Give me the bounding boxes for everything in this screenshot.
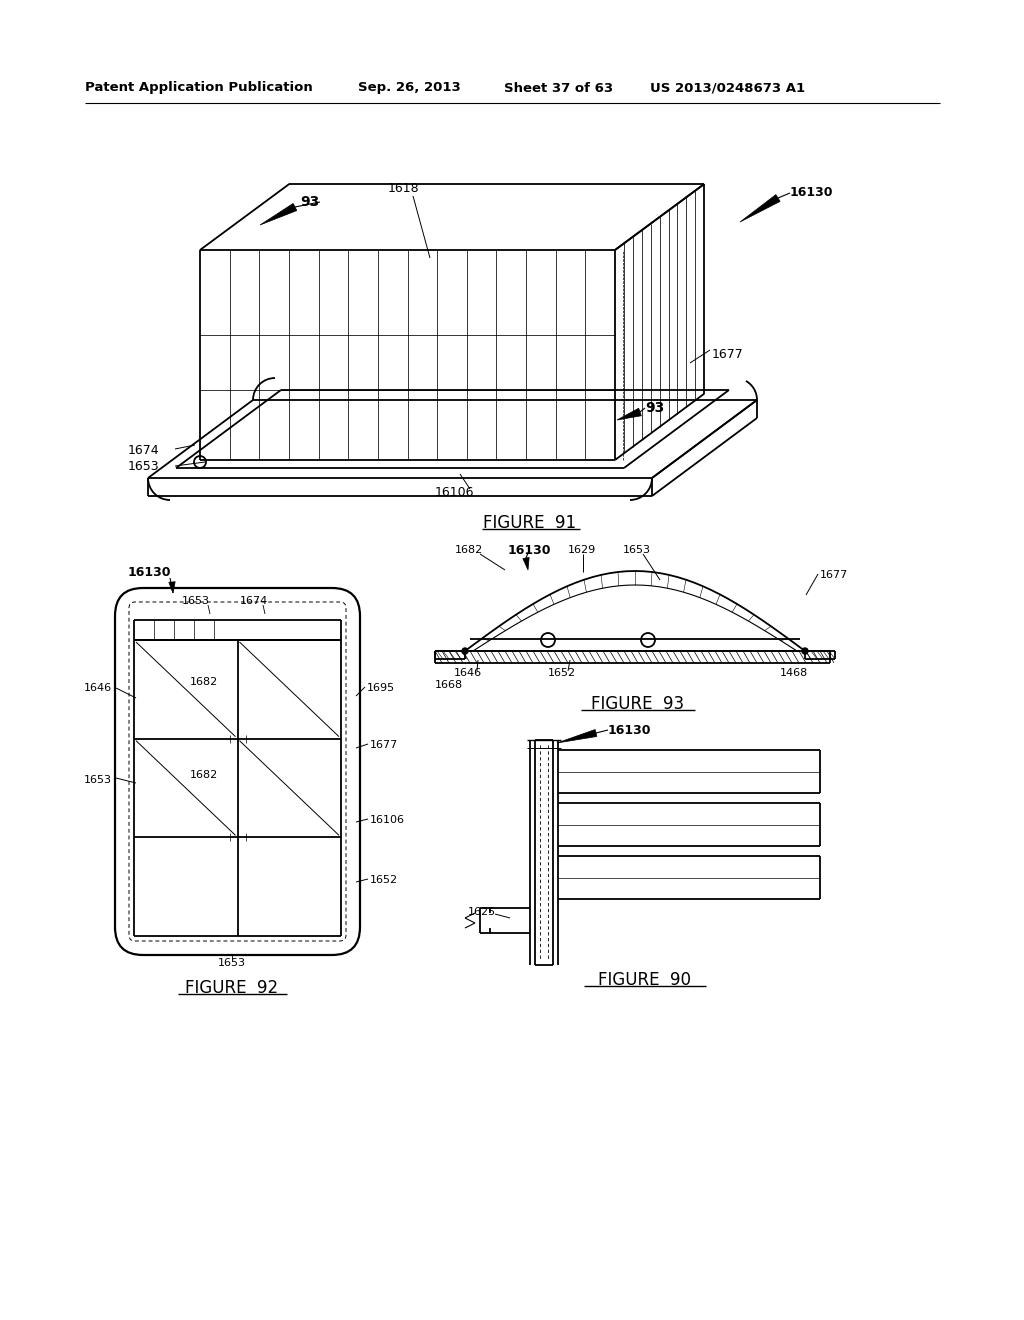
Text: 16130: 16130 xyxy=(128,566,171,579)
Text: 1629: 1629 xyxy=(568,545,596,554)
Text: 1625: 1625 xyxy=(468,907,496,917)
Polygon shape xyxy=(523,557,529,570)
Text: 1653: 1653 xyxy=(623,545,651,554)
Text: 1674: 1674 xyxy=(128,444,160,457)
Text: 93: 93 xyxy=(645,401,665,414)
Text: 1682: 1682 xyxy=(190,770,218,780)
Text: 1653: 1653 xyxy=(218,958,246,968)
Polygon shape xyxy=(169,582,175,593)
Text: 1652: 1652 xyxy=(370,875,398,884)
Text: 1652: 1652 xyxy=(548,668,577,678)
Text: 1677: 1677 xyxy=(712,348,743,362)
Text: 1646: 1646 xyxy=(84,682,112,693)
Text: Sep. 26, 2013: Sep. 26, 2013 xyxy=(358,82,461,95)
Text: 1653: 1653 xyxy=(84,775,112,785)
Text: 1468: 1468 xyxy=(780,668,808,678)
Text: 1695: 1695 xyxy=(367,682,395,693)
Text: Sheet 37 of 63: Sheet 37 of 63 xyxy=(504,82,613,95)
Polygon shape xyxy=(617,408,641,420)
Text: 1668: 1668 xyxy=(435,680,463,690)
Circle shape xyxy=(462,648,468,653)
Text: FIGURE  91: FIGURE 91 xyxy=(483,513,577,532)
Text: 1653: 1653 xyxy=(128,459,160,473)
Polygon shape xyxy=(740,194,780,222)
Text: 16130: 16130 xyxy=(508,544,552,557)
Text: US 2013/0248673 A1: US 2013/0248673 A1 xyxy=(650,82,805,95)
Text: 16106: 16106 xyxy=(435,486,474,499)
Text: 16106: 16106 xyxy=(370,814,406,825)
Circle shape xyxy=(802,648,808,653)
Text: 16130: 16130 xyxy=(790,186,834,199)
Text: FIGURE  93: FIGURE 93 xyxy=(592,696,685,713)
Text: 1674: 1674 xyxy=(240,597,268,606)
Text: FIGURE  90: FIGURE 90 xyxy=(598,972,691,989)
Polygon shape xyxy=(260,203,297,224)
Text: 1682: 1682 xyxy=(190,677,218,686)
Text: 93: 93 xyxy=(300,195,319,209)
Text: 1677: 1677 xyxy=(370,741,398,750)
Text: FIGURE  92: FIGURE 92 xyxy=(185,979,279,997)
Text: Patent Application Publication: Patent Application Publication xyxy=(85,82,312,95)
Text: 1653: 1653 xyxy=(182,597,210,606)
Text: 1682: 1682 xyxy=(455,545,483,554)
Text: 16130: 16130 xyxy=(608,723,651,737)
Polygon shape xyxy=(557,730,597,743)
Text: 1618: 1618 xyxy=(388,181,420,194)
Text: 1646: 1646 xyxy=(454,668,482,678)
Text: 1677: 1677 xyxy=(820,570,848,579)
